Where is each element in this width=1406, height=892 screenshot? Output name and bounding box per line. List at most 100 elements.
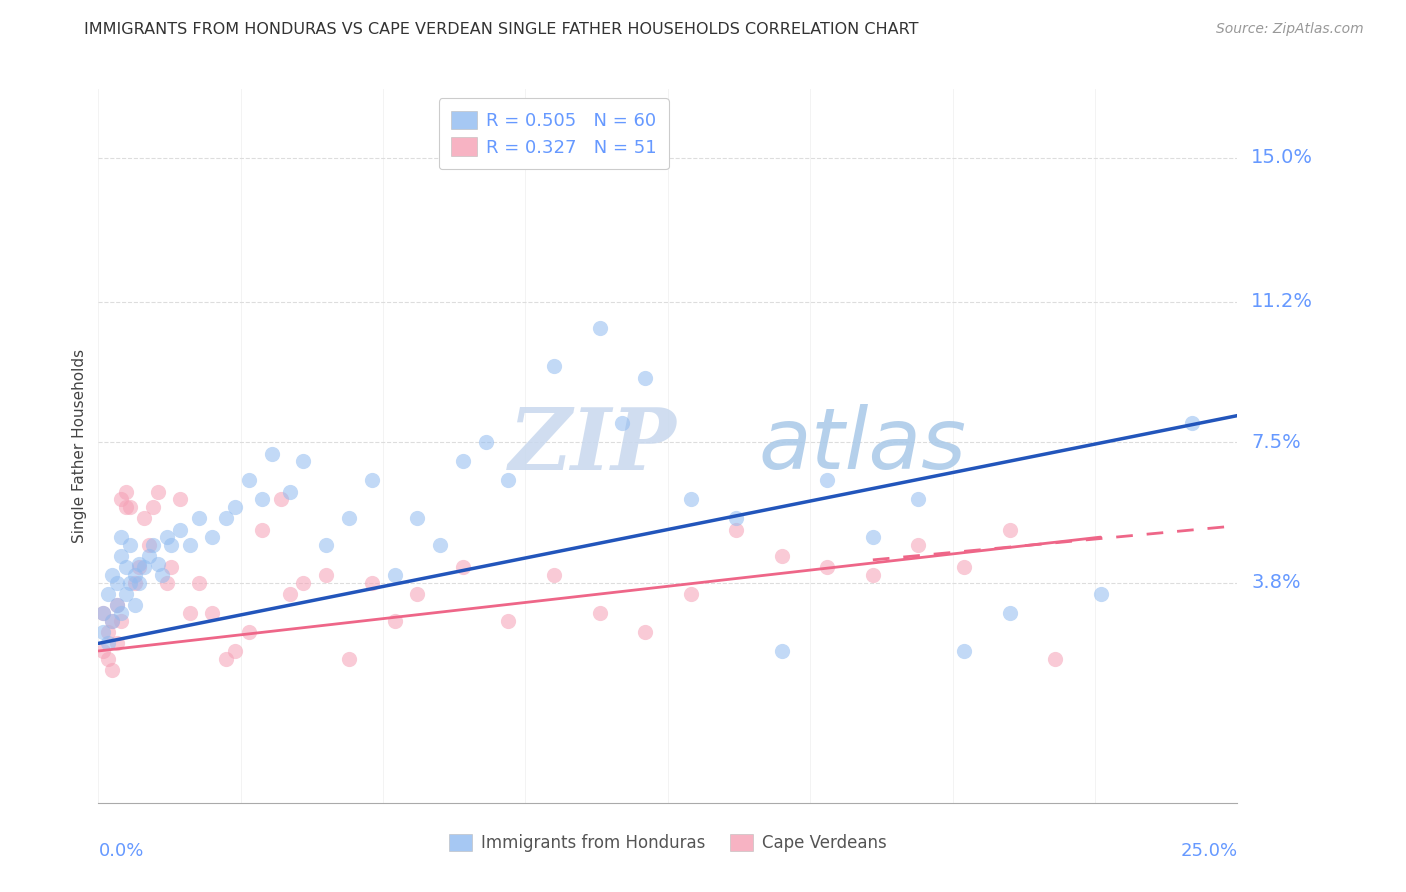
Point bbox=[862, 568, 884, 582]
Point bbox=[132, 511, 155, 525]
Point bbox=[101, 568, 124, 582]
Point bbox=[201, 530, 224, 544]
Point bbox=[634, 625, 657, 640]
Point bbox=[150, 568, 173, 582]
Point bbox=[998, 523, 1021, 537]
Point bbox=[110, 549, 132, 563]
Point bbox=[96, 651, 118, 665]
Point bbox=[260, 447, 283, 461]
Point bbox=[146, 557, 169, 571]
Point bbox=[120, 500, 142, 514]
Point bbox=[543, 568, 565, 582]
Point bbox=[128, 560, 150, 574]
Point bbox=[451, 454, 474, 468]
Text: 3.8%: 3.8% bbox=[1251, 574, 1301, 592]
Point bbox=[588, 606, 610, 620]
Point bbox=[91, 606, 114, 620]
Point bbox=[588, 321, 610, 335]
Point bbox=[252, 523, 274, 537]
Point bbox=[110, 614, 132, 628]
Point bbox=[110, 530, 132, 544]
Point bbox=[114, 500, 136, 514]
Legend: Immigrants from Honduras, Cape Verdeans: Immigrants from Honduras, Cape Verdeans bbox=[443, 827, 893, 859]
Text: 25.0%: 25.0% bbox=[1180, 842, 1237, 860]
Text: 11.2%: 11.2% bbox=[1251, 293, 1313, 311]
Point bbox=[770, 549, 793, 563]
Point bbox=[114, 560, 136, 574]
Point bbox=[105, 599, 128, 613]
Point bbox=[124, 575, 146, 590]
Text: Source: ZipAtlas.com: Source: ZipAtlas.com bbox=[1216, 22, 1364, 37]
Point bbox=[953, 560, 976, 574]
Point bbox=[384, 568, 406, 582]
Point bbox=[252, 492, 274, 507]
Point bbox=[160, 538, 183, 552]
Point bbox=[124, 599, 146, 613]
Point bbox=[146, 484, 169, 499]
Point bbox=[179, 606, 201, 620]
Point bbox=[337, 511, 360, 525]
Point bbox=[132, 560, 155, 574]
Point bbox=[1043, 651, 1066, 665]
Point bbox=[105, 599, 128, 613]
Point bbox=[238, 473, 260, 487]
Point bbox=[101, 614, 124, 628]
Point bbox=[360, 575, 382, 590]
Point bbox=[142, 500, 165, 514]
Point bbox=[128, 557, 150, 571]
Point bbox=[679, 492, 702, 507]
Point bbox=[278, 587, 301, 601]
Point bbox=[101, 614, 124, 628]
Point bbox=[91, 625, 114, 640]
Point bbox=[96, 636, 118, 650]
Point bbox=[96, 625, 118, 640]
Point bbox=[187, 575, 209, 590]
Point bbox=[474, 435, 496, 450]
Point bbox=[224, 500, 246, 514]
Point bbox=[156, 575, 179, 590]
Point bbox=[270, 492, 292, 507]
Point bbox=[315, 538, 337, 552]
Point bbox=[201, 606, 224, 620]
Point bbox=[215, 651, 238, 665]
Point bbox=[725, 523, 748, 537]
Y-axis label: Single Father Households: Single Father Households bbox=[72, 349, 87, 543]
Text: IMMIGRANTS FROM HONDURAS VS CAPE VERDEAN SINGLE FATHER HOUSEHOLDS CORRELATION CH: IMMIGRANTS FROM HONDURAS VS CAPE VERDEAN… bbox=[84, 22, 920, 37]
Point bbox=[156, 530, 179, 544]
Point bbox=[179, 538, 201, 552]
Point bbox=[815, 560, 838, 574]
Point bbox=[215, 511, 238, 525]
Point bbox=[1090, 587, 1112, 601]
Point bbox=[498, 614, 520, 628]
Point bbox=[498, 473, 520, 487]
Point bbox=[169, 492, 191, 507]
Point bbox=[815, 473, 838, 487]
Point bbox=[142, 538, 165, 552]
Point bbox=[110, 492, 132, 507]
Point bbox=[406, 587, 429, 601]
Point bbox=[160, 560, 183, 574]
Point bbox=[1181, 416, 1204, 430]
Point bbox=[953, 644, 976, 658]
Text: 0.0%: 0.0% bbox=[98, 842, 143, 860]
Point bbox=[292, 575, 315, 590]
Text: 7.5%: 7.5% bbox=[1251, 433, 1301, 451]
Point bbox=[278, 484, 301, 499]
Point bbox=[138, 549, 160, 563]
Text: ZIP: ZIP bbox=[509, 404, 676, 488]
Point bbox=[862, 530, 884, 544]
Text: 15.0%: 15.0% bbox=[1251, 148, 1313, 167]
Point bbox=[451, 560, 474, 574]
Point bbox=[315, 568, 337, 582]
Point bbox=[110, 606, 132, 620]
Point bbox=[120, 575, 142, 590]
Point bbox=[429, 538, 451, 552]
Point bbox=[91, 606, 114, 620]
Point bbox=[169, 523, 191, 537]
Point bbox=[187, 511, 209, 525]
Point bbox=[114, 484, 136, 499]
Point bbox=[907, 492, 929, 507]
Point bbox=[238, 625, 260, 640]
Point bbox=[679, 587, 702, 601]
Point bbox=[384, 614, 406, 628]
